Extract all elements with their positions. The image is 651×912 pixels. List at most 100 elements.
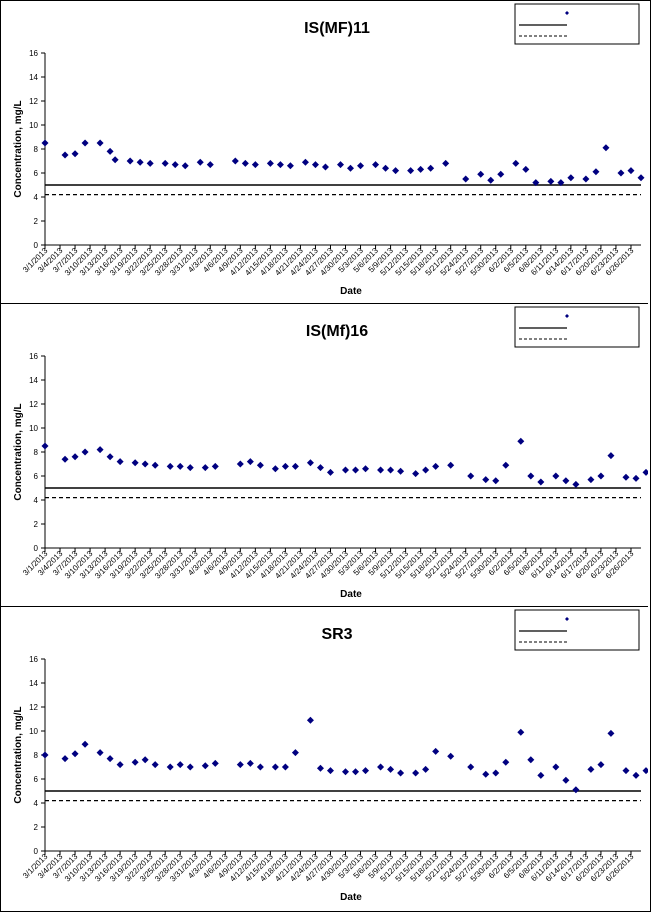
- data-point: [462, 175, 470, 183]
- data-point: [582, 175, 590, 183]
- data-point: [427, 164, 435, 172]
- data-point: [372, 161, 380, 169]
- y-tick-label: 8: [34, 145, 39, 154]
- y-axis-label: Concentration, mg/L: [13, 706, 24, 803]
- data-point: [412, 769, 420, 777]
- data-point: [201, 464, 209, 472]
- data-point: [166, 462, 174, 470]
- data-point: [567, 174, 575, 182]
- data-point: [517, 437, 525, 445]
- data-point: [497, 170, 505, 178]
- y-tick-label: 10: [29, 727, 38, 736]
- data-point: [181, 162, 189, 170]
- data-point: [276, 161, 284, 169]
- y-axis-label: Concentration, mg/L: [13, 100, 24, 197]
- y-tick-label: 12: [29, 97, 38, 106]
- y-tick-label: 4: [34, 496, 39, 505]
- data-point: [392, 167, 400, 175]
- data-point: [362, 465, 370, 473]
- y-tick-label: 0: [34, 241, 39, 250]
- data-point: [397, 467, 405, 475]
- data-point: [186, 763, 194, 771]
- data-point: [61, 755, 69, 763]
- data-point: [492, 769, 500, 777]
- data-point: [397, 769, 405, 777]
- data-point: [161, 159, 169, 167]
- data-point: [321, 163, 329, 171]
- y-tick-label: 16: [29, 352, 38, 361]
- y-tick-label: 6: [34, 169, 39, 178]
- data-point: [301, 158, 309, 166]
- data-point: [557, 179, 565, 187]
- data-point: [81, 448, 89, 456]
- y-tick-label: 0: [34, 544, 39, 553]
- x-axis-label: Date: [340, 892, 362, 903]
- data-point: [412, 470, 420, 478]
- data-point: [602, 144, 610, 152]
- data-point: [61, 455, 69, 463]
- data-point: [562, 776, 570, 784]
- y-tick-label: 14: [29, 679, 38, 688]
- x-axis-label: Date: [340, 589, 362, 600]
- data-point: [281, 462, 289, 470]
- data-point: [607, 452, 615, 460]
- data-point: [537, 478, 545, 486]
- legend-box: [514, 609, 640, 651]
- data-point: [266, 159, 274, 167]
- data-point: [81, 139, 89, 147]
- data-point: [231, 157, 239, 165]
- data-point: [377, 763, 385, 771]
- data-point: [347, 164, 355, 172]
- data-point: [71, 453, 79, 461]
- data-point: [522, 165, 530, 173]
- data-point: [352, 768, 360, 776]
- data-point: [572, 786, 580, 794]
- chart-title: SR3: [321, 626, 352, 643]
- data-point: [211, 462, 219, 470]
- data-point: [41, 442, 49, 450]
- chart-is-mf-11: IS(MF)1102468101214163/1/20133/4/20133/7…: [13, 3, 645, 297]
- data-point: [597, 761, 605, 769]
- data-point: [186, 464, 194, 472]
- chart-is-mf-16: IS(Mf)1602468101214163/1/20133/4/20133/7…: [13, 306, 648, 600]
- chart-title: IS(Mf)16: [306, 323, 368, 340]
- data-point: [527, 472, 535, 480]
- data-point: [116, 458, 124, 466]
- data-point: [326, 468, 334, 476]
- data-point: [246, 458, 254, 466]
- data-point: [316, 764, 324, 772]
- legend-marker-icon: [565, 11, 569, 15]
- data-point: [96, 446, 104, 454]
- data-point: [246, 759, 254, 767]
- data-point: [146, 159, 154, 167]
- data-point: [256, 461, 264, 469]
- data-point: [131, 459, 139, 467]
- data-point: [352, 466, 360, 474]
- data-point: [241, 159, 249, 167]
- data-point: [527, 756, 535, 764]
- data-point: [306, 459, 314, 467]
- data-point: [126, 157, 134, 165]
- data-point: [537, 771, 545, 779]
- data-point: [251, 161, 259, 169]
- data-point: [432, 747, 440, 755]
- data-point: [81, 740, 89, 748]
- data-point: [316, 464, 324, 472]
- data-point: [271, 763, 279, 771]
- data-point: [176, 462, 184, 470]
- data-point: [467, 763, 475, 771]
- y-tick-label: 2: [34, 217, 39, 226]
- data-point: [547, 177, 555, 185]
- data-point: [111, 156, 119, 164]
- data-point: [256, 763, 264, 771]
- data-point: [482, 476, 490, 484]
- data-point: [286, 162, 294, 170]
- data-point: [151, 761, 159, 769]
- data-point: [442, 159, 450, 167]
- data-point: [326, 767, 334, 775]
- y-axis-label: Concentration, mg/L: [13, 403, 24, 500]
- data-point: [532, 179, 540, 187]
- data-point: [271, 465, 279, 473]
- data-point: [587, 765, 595, 773]
- data-point: [336, 161, 344, 169]
